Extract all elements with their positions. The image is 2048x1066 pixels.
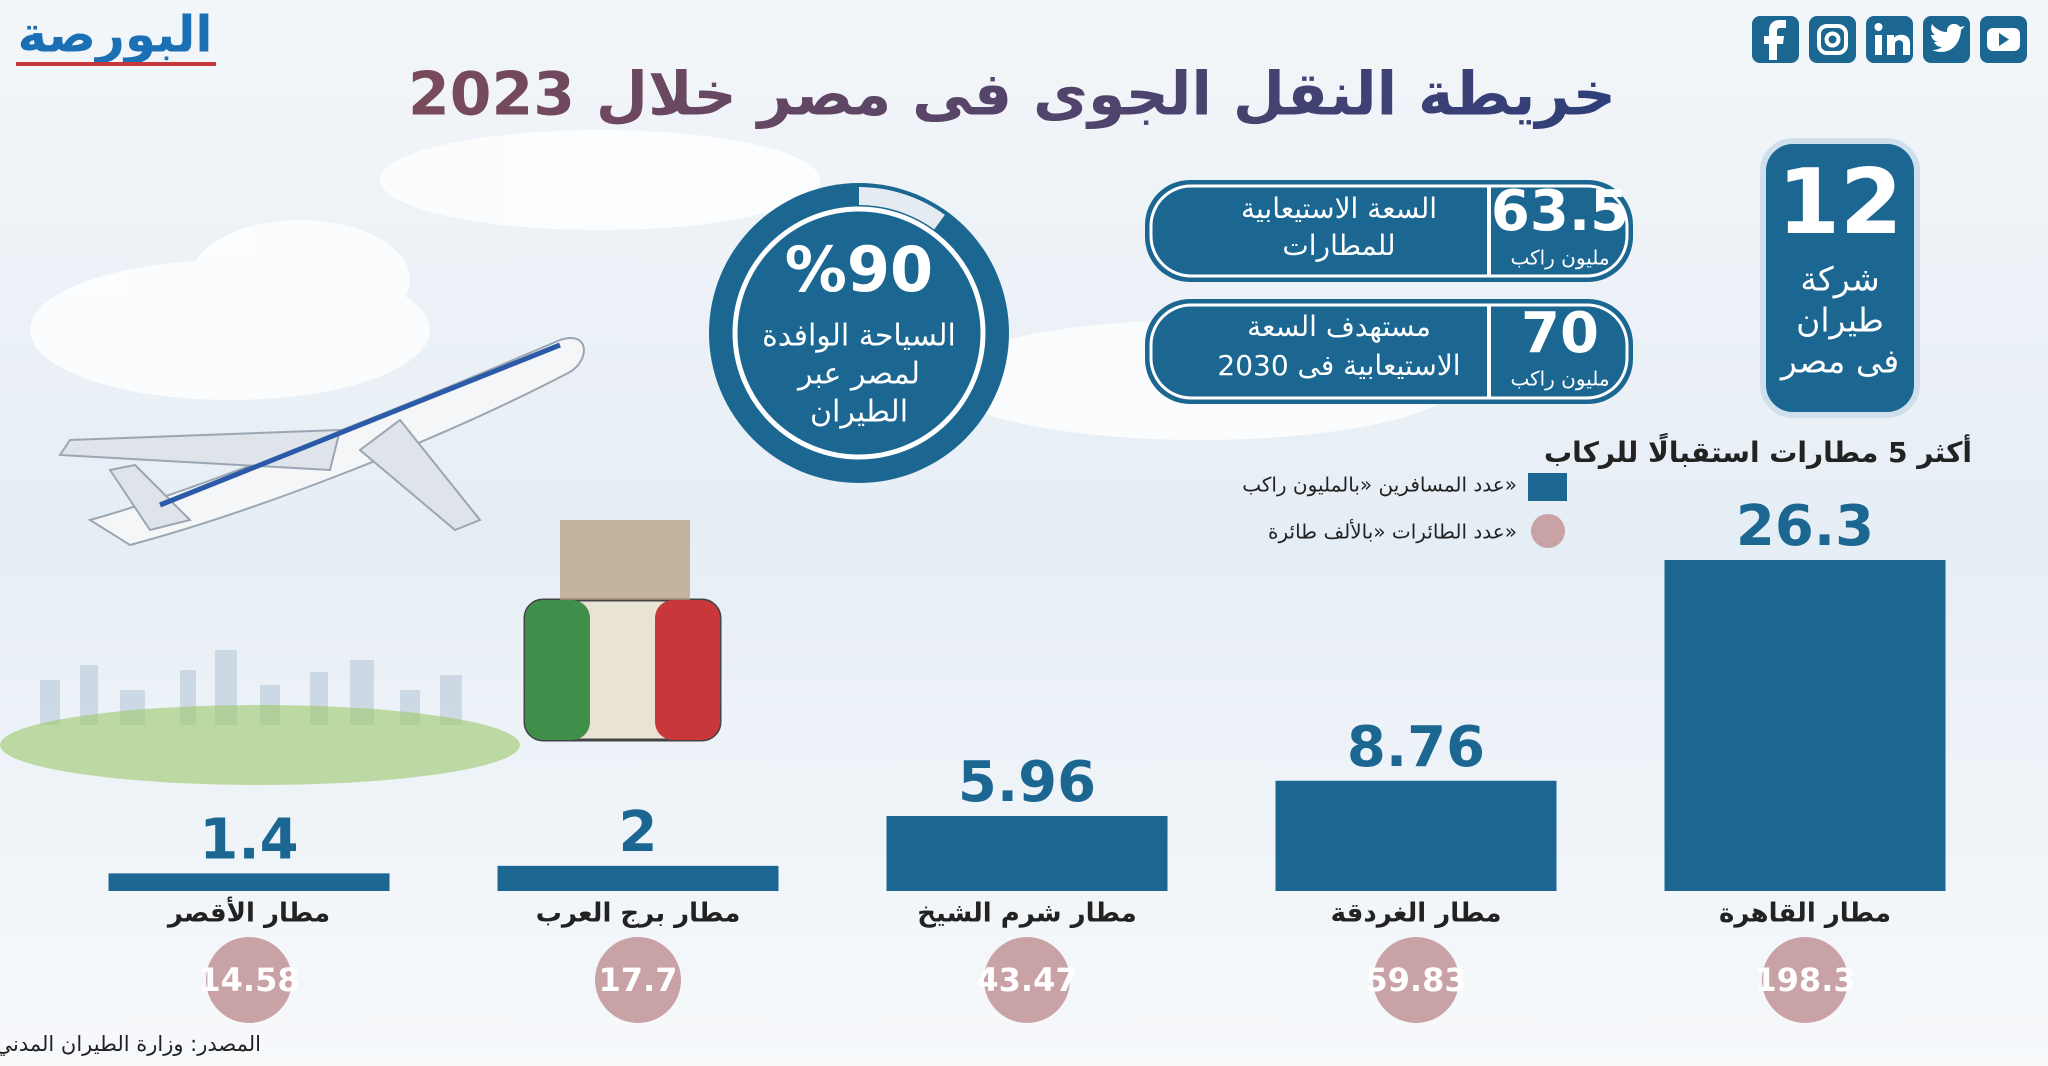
bar-chart: 26.3 مطار القاهرة 198.3 8.76 مطار الغردقة 59.… <box>108 473 1946 1023</box>
aircraft-circle <box>206 937 292 1023</box>
capacity-value: 63.5 <box>1491 179 1629 244</box>
bar <box>1664 560 1946 891</box>
target-value: 70 <box>1521 301 1599 366</box>
aircraft-circle <box>1762 937 1848 1023</box>
target-text: الاستيعابية فى 2030 <box>1217 349 1460 382</box>
category-label: مطار برج العرب <box>536 899 741 929</box>
source: المصدر: وزارة الطيران المدني <box>0 1032 261 1056</box>
chart-title: أكثر 5 مطارات استقبالًا للركاب <box>1544 432 1972 469</box>
bar-value-label: 8.76 <box>1347 715 1485 780</box>
legend-swatch <box>1531 514 1565 548</box>
tourism-circle: %90 السياحة الوافدة لمصر عبر الطيران <box>709 183 1009 483</box>
capacity-text: للمطارات <box>1282 229 1395 262</box>
tourism-value: %90 <box>785 233 933 306</box>
tourism-text: السياحة الوافدة <box>762 319 956 354</box>
capacity-text: السعة الاستيعابية <box>1241 192 1437 225</box>
bar <box>1275 780 1557 891</box>
bar <box>497 865 779 891</box>
capacity-unit: مليون راكب <box>1510 246 1609 270</box>
airlines-card <box>1760 138 1920 418</box>
aircraft-value-label: 17.7 <box>599 961 678 999</box>
pill <box>1145 299 1633 404</box>
aircraft-value-label: 198.3 <box>1754 961 1855 999</box>
aircraft-value-label: 43.47 <box>976 961 1077 999</box>
legend-label: عدد الطائرات «بالألف طائرة» <box>1268 520 1517 544</box>
capacity-pill: 63.5 مليون راكب السعة الاستيعابية للمطار… <box>1145 179 1633 282</box>
tourism-inner-ring <box>732 206 986 460</box>
airlines-box: 12 شركة طيران فى مصر <box>1760 138 1920 418</box>
category-label: مطار القاهرة <box>1719 899 1891 929</box>
airplane <box>58 337 585 547</box>
bar-value-label: 26.3 <box>1736 494 1874 559</box>
bar <box>108 873 390 891</box>
tourism-text: لمصر عبر <box>796 357 920 392</box>
suitcase <box>523 520 722 742</box>
airlines-text: فى مصر <box>1779 342 1899 381</box>
tourism-arc <box>712 186 1006 480</box>
bar-value-label: 1.4 <box>199 808 298 873</box>
target-pill: 70 مليون راكب مستهدف السعة الاستيعابية ف… <box>1145 299 1633 404</box>
airlines-text: طيران <box>1796 301 1884 340</box>
logo-text: البورصة <box>17 6 212 65</box>
category-label: مطار الأقصر <box>166 897 330 929</box>
legend-swatch <box>1528 473 1567 501</box>
legend-label: عدد المسافرين «بالمليون راكب» <box>1242 473 1517 497</box>
aircraft-circle <box>1373 937 1459 1023</box>
aircraft-value-label: 59.83 <box>1365 961 1466 999</box>
tourism-text: الطيران <box>810 395 908 430</box>
instagram-icon[interactable] <box>1809 16 1856 63</box>
tourism-disc <box>709 183 1009 483</box>
category-label: مطار شرم الشيخ <box>917 899 1137 929</box>
airlines-text: شركة <box>1800 260 1879 299</box>
bar-value-label: 2 <box>619 800 658 865</box>
category-label: مطار الغردقة <box>1331 899 1502 929</box>
aircraft-circle <box>595 937 681 1023</box>
title: خريطة النقل الجوى فى مصر خلال 2023 <box>408 60 1616 130</box>
grass <box>0 705 520 785</box>
pill <box>1145 180 1633 282</box>
aircraft-value-label: 14.58 <box>198 961 299 999</box>
social-icons <box>1752 16 2027 63</box>
target-text: مستهدف السعة <box>1247 310 1431 343</box>
bar <box>886 815 1168 891</box>
bar-value-label: 5.96 <box>958 750 1096 815</box>
airlines-count: 12 <box>1777 150 1902 255</box>
target-unit: مليون راكب <box>1510 367 1609 391</box>
aircraft-circle <box>984 937 1070 1023</box>
logo: البورصة <box>16 6 216 66</box>
